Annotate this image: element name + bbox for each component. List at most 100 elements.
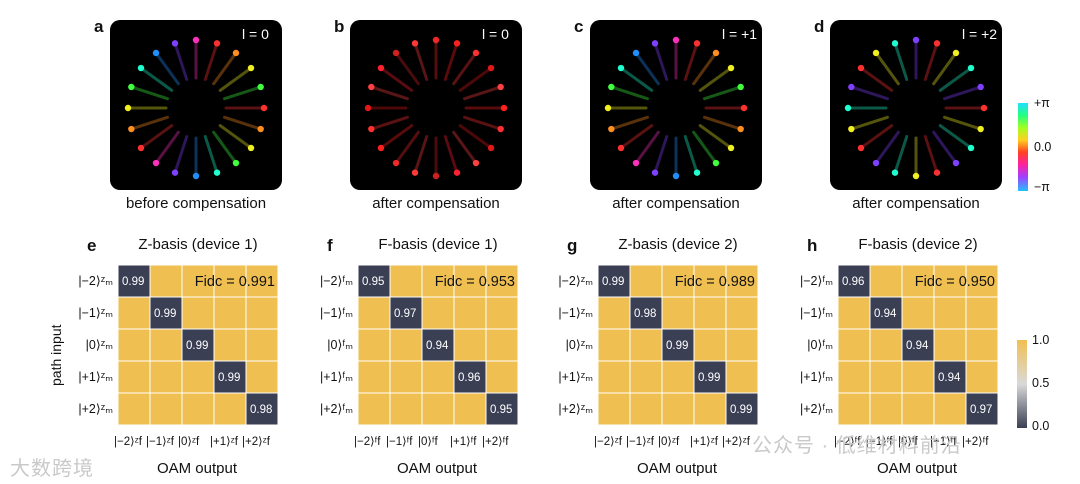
diag-value: 0.94 (426, 340, 449, 352)
matrix-cell (965, 328, 999, 362)
matrix-cell (117, 360, 151, 394)
row-label: |+2⟩ᶠₘ (319, 402, 353, 416)
beam-spot (617, 64, 625, 72)
beam-spoke (203, 41, 219, 81)
matrix-cell (869, 264, 903, 298)
matrix-title-f: F-basis (device 1) (378, 236, 498, 253)
matrix-cell (901, 296, 935, 330)
diag-value: 0.97 (970, 404, 992, 416)
beam-spoke (413, 135, 429, 175)
watermark-right: 公众号 · 低维材料前沿 (752, 435, 962, 457)
matrix-cell (117, 328, 151, 362)
beam-spot (933, 40, 941, 47)
beam-spot (604, 104, 612, 112)
beam-spot (651, 169, 659, 176)
matrix-cell (837, 392, 871, 426)
beam-spoke (394, 51, 420, 86)
col-label: |−1⟩ᶻf (146, 436, 174, 448)
col-label: |0⟩ᶻf (178, 436, 200, 448)
beam-spoke (463, 85, 503, 101)
col-label: |−1⟩ᶠf (386, 436, 413, 448)
matrix-cell (389, 264, 423, 298)
beam-spot (137, 64, 145, 72)
beam-spot (727, 144, 735, 152)
fidelity-matrix-g: 0.99 0.98 0.99 0.99 0.99 Fidc = 0.989 (597, 264, 759, 426)
matrix-cell (149, 392, 183, 426)
col-label: |−1⟩ᶠf (866, 436, 893, 448)
beam-spot (952, 159, 960, 167)
matrix-title-g: Z-basis (device 2) (618, 236, 738, 253)
beam-spoke (443, 41, 459, 81)
beam-spot (848, 83, 855, 91)
beam-spot (912, 172, 920, 180)
beam-spot (213, 169, 221, 176)
matrix-cell (837, 360, 871, 394)
matrix-diag-cell (213, 360, 247, 394)
panel-caption-c: after compensation (612, 195, 740, 212)
beam-spoke (218, 124, 253, 150)
beam-spot (693, 169, 701, 176)
matrix-cell (725, 296, 759, 330)
beam-spoke (938, 66, 973, 92)
matrix-cell (213, 392, 247, 426)
beam-spot (364, 104, 372, 112)
matrix-cell (965, 296, 999, 330)
beam-spoke (203, 135, 219, 175)
beam-spoke (703, 115, 743, 131)
beam-spot (977, 83, 984, 91)
matrix-diag-cell (389, 296, 423, 330)
beam-spoke (129, 115, 169, 131)
col-label: |+2⟩ᶻf (722, 436, 750, 448)
matrix-diag-cell (485, 392, 519, 426)
beam-spot (632, 159, 640, 167)
beam-spoke (653, 41, 669, 81)
matrix-cell (661, 392, 695, 426)
beam-spoke (859, 66, 894, 92)
beam-spot (128, 83, 135, 91)
matrix-cell (245, 360, 279, 394)
beam-spot (487, 64, 495, 72)
col-label: |+1⟩ᶻf (690, 436, 718, 448)
matrix-diag-cell (869, 296, 903, 330)
matrix-cell (629, 264, 663, 298)
matrix-cell (357, 360, 391, 394)
diag-value: 0.95 (490, 404, 512, 416)
matrix-cell (357, 296, 391, 330)
matrix-cell (357, 392, 391, 426)
value-colorbar-mid-label: 0.5 (1032, 376, 1050, 390)
beam-spot (848, 125, 855, 133)
matrix-cell (837, 328, 871, 362)
beam-spoke (609, 115, 649, 131)
beam-spot (377, 144, 385, 152)
beam-spot (672, 36, 680, 44)
diag-value: 0.99 (122, 276, 144, 288)
beam-spoke (874, 51, 900, 86)
matrix-cell (933, 392, 967, 426)
beam-spot (891, 169, 899, 176)
diag-value: 0.94 (906, 340, 929, 352)
beam-spot (727, 64, 735, 72)
row-label: |+1⟩ᶻₘ (558, 370, 593, 384)
beam-spot (712, 49, 720, 57)
y-axis-label: path input (48, 324, 64, 387)
matrix-cell (725, 360, 759, 394)
beam-spot (980, 104, 988, 112)
matrix-cell (693, 328, 727, 362)
beam-spot (632, 49, 640, 57)
matrix-cell (389, 360, 423, 394)
beam-spot (617, 144, 625, 152)
beam-spoke (139, 66, 174, 92)
fidelity-label: Fidc = 0.950 (915, 274, 995, 290)
col-label: |+2⟩ᶻf (242, 436, 270, 448)
fidelity-matrix-e: 0.99 0.99 0.99 0.99 0.98 Fidc = 0.991 (117, 264, 279, 426)
panel-letter-c: c (574, 17, 584, 36)
beam-spot (933, 169, 941, 176)
matrix-cell (597, 392, 631, 426)
matrix-diag-cell (453, 360, 487, 394)
matrix-cell (661, 360, 695, 394)
beam-spot (411, 169, 419, 176)
beam-spoke (923, 135, 939, 175)
beam-spoke (443, 135, 459, 175)
matrix-letter-g: g (567, 236, 578, 255)
beam-image-d (830, 20, 1002, 190)
